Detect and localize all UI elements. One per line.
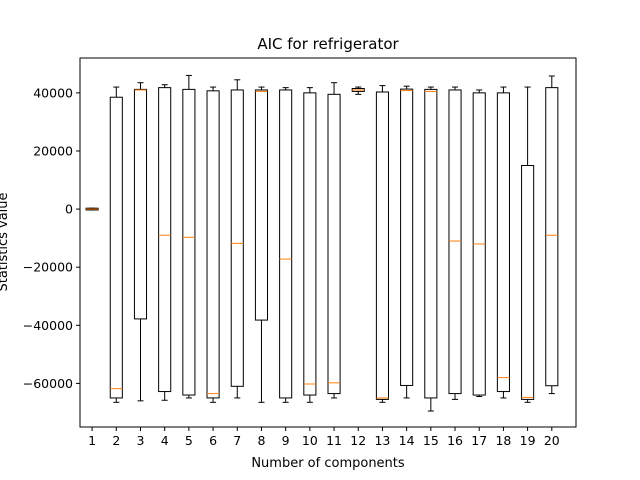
x-tick-label: 17 bbox=[471, 433, 487, 448]
box-8 bbox=[254, 86, 269, 403]
box-iqr bbox=[158, 87, 172, 393]
x-tick-label: 1 bbox=[88, 433, 96, 448]
y-axis: −60000 −40000 −20000 0 20000 40000 bbox=[23, 85, 80, 391]
box-12 bbox=[351, 86, 365, 95]
box-11 bbox=[327, 82, 341, 399]
box-20 bbox=[545, 75, 559, 395]
box-iqr bbox=[279, 89, 293, 399]
box-iqr bbox=[303, 92, 317, 396]
x-tick-label: 19 bbox=[520, 433, 536, 448]
box-17 bbox=[472, 89, 486, 397]
box-iqr bbox=[133, 88, 148, 320]
chart-title: AIC for refrigerator bbox=[257, 35, 399, 53]
x-axis: 1 2 3 4 5 6 7 8 9 10 11 12 13 14 15 16 17 18 19 20 bbox=[88, 427, 560, 448]
x-tick-label: 8 bbox=[257, 433, 265, 448]
box-4 bbox=[158, 84, 172, 401]
box-5 bbox=[182, 74, 196, 399]
x-tick-label: 9 bbox=[282, 433, 290, 448]
y-tick-label: −60000 bbox=[23, 376, 73, 391]
x-tick-label: 15 bbox=[423, 433, 439, 448]
x-tick-label: 12 bbox=[350, 433, 366, 448]
box-15 bbox=[424, 86, 438, 412]
box-6 bbox=[206, 86, 220, 403]
box-7 bbox=[230, 79, 244, 399]
box-iqr bbox=[521, 165, 535, 400]
box-3 bbox=[133, 82, 148, 402]
box-14 bbox=[400, 85, 414, 399]
box-iqr bbox=[230, 89, 244, 387]
plot-content bbox=[85, 74, 559, 412]
y-tick-label: 20000 bbox=[33, 143, 73, 158]
y-tick-label: −40000 bbox=[23, 318, 73, 333]
x-tick-label: 18 bbox=[495, 433, 511, 448]
y-axis-label: Statistics value bbox=[0, 192, 11, 291]
box-10 bbox=[303, 87, 317, 403]
box-iqr bbox=[496, 92, 510, 393]
x-tick-label: 11 bbox=[326, 433, 342, 448]
x-tick-label: 10 bbox=[302, 433, 318, 448]
box-iqr bbox=[375, 91, 389, 400]
y-tick-label: 40000 bbox=[33, 85, 73, 100]
x-tick-label: 14 bbox=[399, 433, 415, 448]
box-iqr bbox=[327, 93, 341, 395]
box-9 bbox=[279, 87, 293, 403]
box-iqr bbox=[424, 88, 438, 399]
box-iqr bbox=[109, 96, 123, 399]
box-iqr bbox=[448, 89, 462, 395]
box-iqr bbox=[254, 89, 269, 321]
box-1 bbox=[85, 207, 99, 211]
box-2 bbox=[109, 86, 123, 403]
x-tick-label: 4 bbox=[161, 433, 169, 448]
x-tick-label: 20 bbox=[544, 433, 560, 448]
y-tick-label: −20000 bbox=[23, 260, 73, 275]
y-tick-label: 0 bbox=[65, 202, 73, 217]
box-13 bbox=[375, 85, 389, 403]
x-tick-label: 7 bbox=[233, 433, 241, 448]
x-tick-label: 3 bbox=[137, 433, 145, 448]
x-tick-label: 5 bbox=[185, 433, 193, 448]
x-tick-label: 6 bbox=[209, 433, 217, 448]
box-18 bbox=[496, 86, 510, 399]
x-tick-label: 16 bbox=[447, 433, 463, 448]
x-tick-label: 2 bbox=[112, 433, 120, 448]
box-19 bbox=[521, 86, 535, 403]
box-iqr bbox=[400, 88, 414, 386]
box-16 bbox=[448, 86, 462, 400]
x-axis-label: Number of components bbox=[251, 456, 405, 471]
x-tick-label: 13 bbox=[374, 433, 390, 448]
box-iqr bbox=[206, 90, 220, 399]
box-iqr bbox=[545, 87, 559, 387]
box-iqr bbox=[182, 88, 196, 396]
plot-frame bbox=[79, 57, 577, 428]
